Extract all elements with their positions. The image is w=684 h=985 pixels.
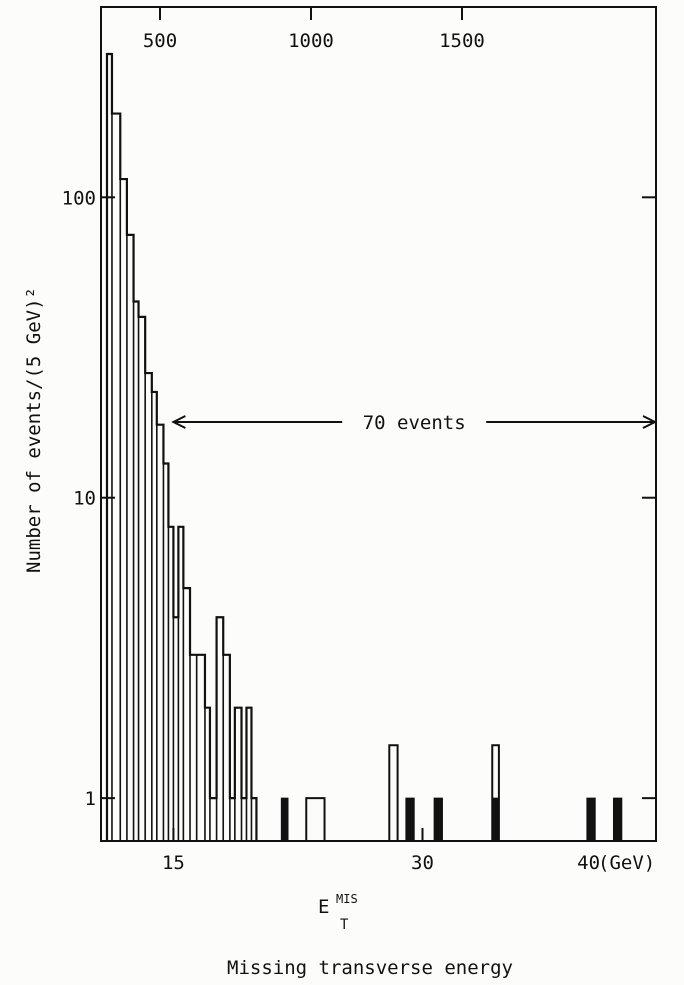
arrowhead-left (171, 415, 186, 429)
top-tick-label: 1500 (439, 30, 485, 52)
solid-bar (491, 797, 500, 842)
x-tick-label: 15 (162, 852, 185, 874)
y-tick-label: 100 (62, 187, 96, 209)
y-tick-label: 1 (85, 788, 96, 810)
x-tick-label: 40 (577, 852, 600, 874)
events-annotation: 70 events (171, 412, 658, 434)
histogram-bars (105, 52, 623, 843)
solid-bar (612, 797, 623, 842)
axis-ticks: 15 30 40 500 1000 1500 1 10 100 (62, 7, 656, 874)
x-axis-unit: (GeV) (598, 852, 655, 874)
top-tick-label: 1000 (288, 30, 334, 52)
solid-bar (280, 797, 289, 842)
plot-frame (100, 6, 657, 842)
arrowhead-right (642, 415, 658, 429)
solid-bar (586, 797, 596, 842)
top-tick-label: 500 (143, 30, 177, 52)
x-axis-symbol: E (318, 896, 329, 918)
x-axis-description: Missing transverse energy (227, 957, 513, 979)
y-axis-label: Number of events/(5 GeV)² (23, 287, 45, 573)
x-axis-symbol-subscript: T (340, 917, 349, 933)
annotation-label: 70 events (363, 412, 466, 434)
solid-bar (433, 797, 443, 842)
y-tick-label: 10 (73, 488, 96, 510)
histogram-outline (105, 52, 258, 841)
x-axis-symbol-superscript: MIS (336, 892, 358, 906)
open-bar (305, 797, 326, 843)
solid-bar (405, 797, 415, 842)
open-bar (388, 744, 399, 842)
x-tick-label: 30 (411, 852, 434, 874)
